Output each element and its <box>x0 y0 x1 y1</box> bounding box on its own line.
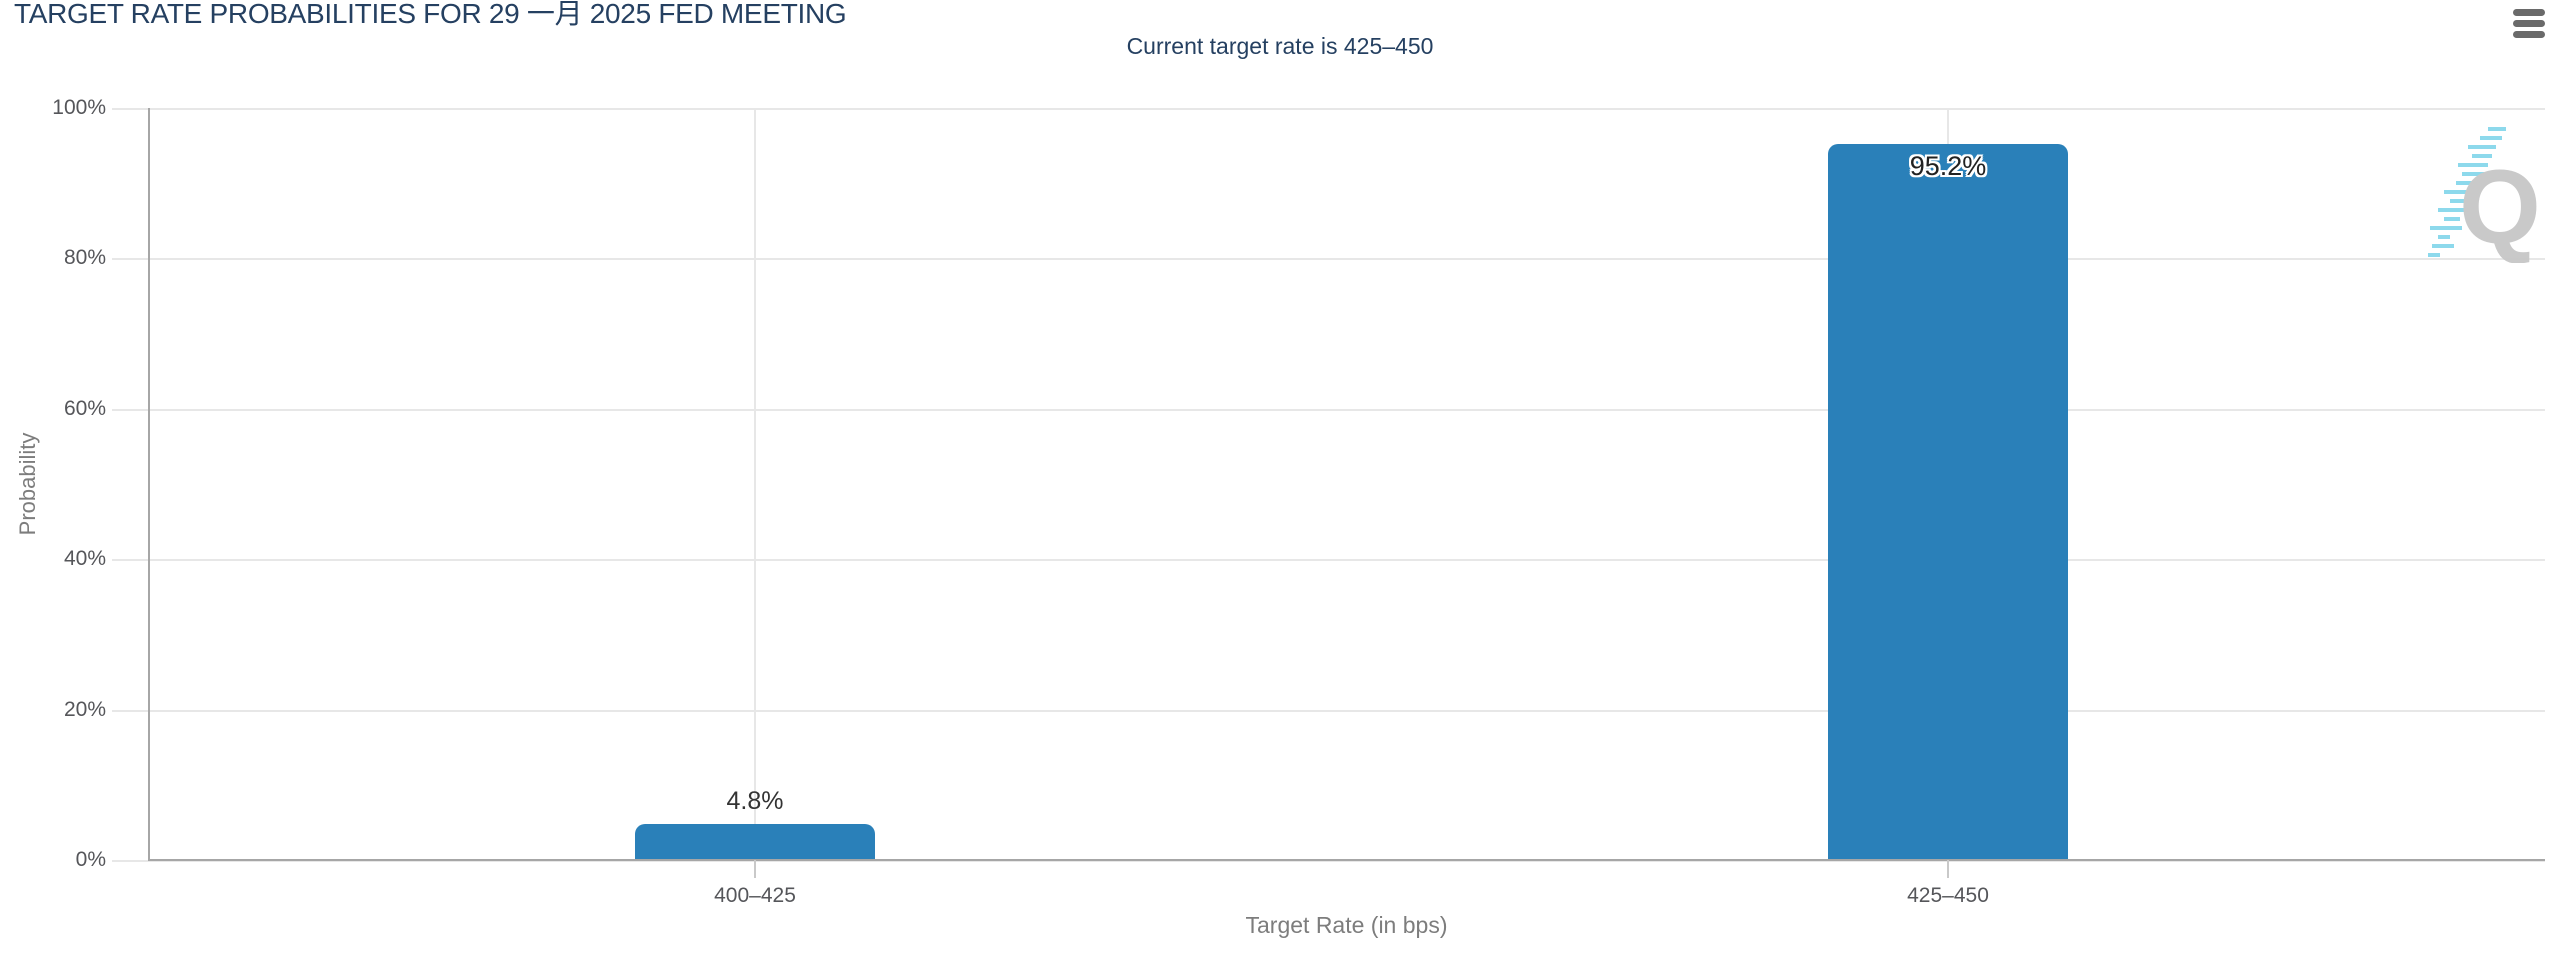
hamburger-menu-icon[interactable] <box>2513 9 2545 42</box>
gridline-80 <box>112 258 2545 261</box>
q-logo-letter: Q <box>2459 149 2541 263</box>
y-tick-label: 60% <box>63 396 106 420</box>
y-tick-label: 40% <box>63 547 106 571</box>
x-category-label: 400–425 <box>714 884 796 907</box>
y-tick-label: 0% <box>75 848 106 871</box>
y-axis-title: Probability <box>15 432 40 536</box>
bar-425-450[interactable]: 95.2% <box>1828 144 2068 860</box>
bar-400-425[interactable]: 4.8% <box>635 787 875 860</box>
x-tick <box>754 860 756 878</box>
gridline-100 <box>112 108 2545 110</box>
y-tick-label: 100% <box>52 96 106 119</box>
x-tick <box>1947 860 1949 878</box>
gridline-60 <box>112 408 2545 411</box>
vertical-gridline <box>754 108 756 860</box>
x-axis-title: Target Rate (in bps) <box>1245 912 1448 938</box>
y-tick-label: 80% <box>63 246 106 270</box>
x-axis-line <box>148 859 2545 861</box>
x-category-label: 425–450 <box>1907 884 1989 907</box>
y-tick-label: 20% <box>63 697 106 721</box>
hamburger-bar <box>2513 9 2545 16</box>
gridline-20 <box>112 709 2545 712</box>
bar-value-label: 95.2% <box>1909 151 1987 182</box>
chart-subtitle: Current target rate is 425–450 <box>1126 33 1434 59</box>
hamburger-bar <box>2513 20 2545 27</box>
gridline-0 <box>112 860 2545 862</box>
page-title: TARGET RATE PROBABILITIES FOR 29 一月 2025… <box>14 0 847 29</box>
hamburger-bar <box>2513 31 2545 38</box>
q-logo-watermark: Q <box>2428 127 2541 263</box>
bar-value-label: 4.8% <box>726 786 784 815</box>
plot-area: 100% 80% 60% 40% 20% 0% <box>52 96 2545 907</box>
gridline-40 <box>112 559 2545 562</box>
y-axis-line <box>148 108 150 860</box>
